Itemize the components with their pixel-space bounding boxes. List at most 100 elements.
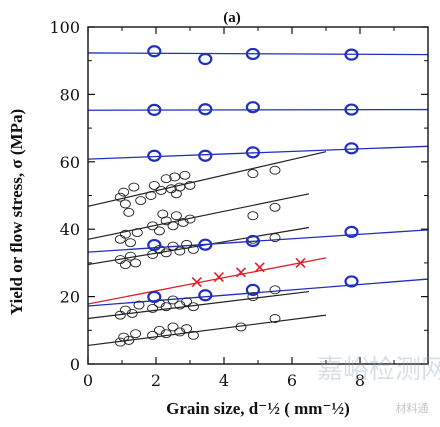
black-circle-point-13	[184, 180, 196, 190]
black-circle-point-54	[181, 297, 193, 307]
black-circle-point-47	[126, 309, 138, 318]
black-circle-point-60	[123, 335, 135, 345]
black-circle-point-56	[247, 292, 259, 302]
blue-circle-point-7	[344, 103, 359, 116]
black-circle-point-21	[131, 228, 143, 238]
black-circle-point-4	[128, 182, 140, 192]
black-circle-point-7	[155, 185, 167, 195]
blue-circle-point-6	[245, 101, 260, 114]
black-circle-point-52	[167, 295, 179, 305]
black-circle-point-65	[167, 322, 179, 332]
black-circle-point-17	[269, 165, 281, 175]
blue-circle-point-10	[245, 146, 260, 159]
plot-frame	[87, 26, 429, 365]
data-points	[114, 45, 359, 347]
black-circle-point-1	[118, 187, 130, 197]
red-cross-stroke-b	[235, 267, 247, 278]
black-circle-point-3	[123, 207, 135, 217]
panel-label: (a)	[223, 10, 241, 26]
black-circle-point-44	[269, 233, 281, 243]
x-tick-label: 8	[355, 371, 365, 390]
y-tick-label: 80	[60, 85, 80, 104]
red-cross-stroke-b	[191, 277, 202, 288]
fit-line-black-4	[87, 314, 327, 347]
y-axis-title: Yield or flow stress, σ (MPa)	[7, 109, 26, 315]
black-circle-point-16	[247, 169, 259, 179]
black-circle-point-5	[135, 196, 147, 206]
black-circle-point-46	[119, 305, 131, 315]
blue-circle-point-3	[344, 48, 359, 61]
y-tick-label: 40	[60, 220, 80, 239]
red-cross-point-1	[213, 271, 224, 283]
black-circle-point-57	[269, 285, 281, 295]
y-tick-label: 60	[60, 153, 80, 172]
blue-circle-point-0	[147, 45, 162, 58]
red-cross-point-3	[254, 262, 265, 273]
blue-circle-point-1	[198, 52, 213, 66]
black-circle-point-53	[174, 300, 186, 310]
blue-circle-point-19	[344, 275, 359, 288]
blue-circle-point-12	[147, 238, 162, 252]
red-cross-point-0	[191, 277, 202, 288]
black-circle-point-27	[177, 218, 189, 227]
watermark-sub: 材料通	[396, 401, 429, 415]
red-cross-point-4	[295, 257, 306, 268]
black-circle-point-40	[174, 246, 186, 256]
black-circle-point-15	[170, 189, 182, 199]
black-circle-point-14	[145, 191, 157, 200]
fit-line-red-5	[87, 257, 327, 305]
black-circle-point-0	[114, 192, 126, 202]
fit-line-black-1	[87, 193, 310, 240]
black-circle-point-38	[160, 248, 172, 258]
axes	[87, 26, 429, 365]
black-circle-point-34	[125, 251, 136, 261]
x-tick-label: 2	[151, 371, 161, 390]
blue-circle-point-14	[245, 234, 260, 248]
black-circle-point-67	[181, 324, 193, 334]
blue-circle-point-18	[245, 283, 260, 296]
black-circle-point-39	[167, 241, 179, 251]
x-tick-label: 4	[219, 371, 229, 390]
blue-circle-point-15	[344, 225, 359, 238]
blue-circle-point-11	[344, 142, 359, 155]
black-circle-point-63	[153, 325, 165, 335]
y-tick-label: 20	[60, 288, 80, 307]
blue-circle-point-16	[147, 290, 162, 304]
x-tick-label: 0	[83, 371, 93, 390]
black-circle-point-48	[133, 300, 145, 310]
black-circle-point-31	[269, 202, 281, 212]
black-circle-point-28	[184, 214, 196, 224]
y-tick-label: 0	[70, 355, 80, 374]
black-circle-point-12	[179, 170, 191, 180]
blue-circle-point-17	[198, 289, 213, 302]
black-circle-point-68	[187, 330, 199, 340]
black-circle-point-41	[181, 239, 193, 249]
red-cross-point-2	[235, 267, 247, 278]
blue-circle-point-2	[245, 47, 260, 61]
black-circle-point-6	[148, 180, 160, 190]
x-tick-label: 6	[287, 371, 297, 390]
x-axis-title: Grain size, d⁻½ ( mm⁻½)	[166, 399, 350, 418]
black-circle-point-30	[247, 211, 259, 221]
black-circle-point-55	[187, 302, 199, 312]
red-cross-stroke-b	[213, 271, 224, 283]
red-cross-stroke-b	[295, 257, 306, 268]
black-circle-point-29	[157, 209, 169, 219]
black-circle-point-18	[114, 234, 126, 244]
watermark-text: 嘉峪检测网	[317, 355, 440, 385]
black-circle-point-23	[153, 226, 165, 236]
black-circle-point-20	[125, 238, 136, 248]
black-circle-point-69	[235, 322, 247, 332]
watermark: 嘉峪检测网 材料通	[317, 355, 440, 415]
black-circle-point-22	[147, 221, 159, 231]
black-circle-point-62	[147, 330, 159, 340]
blue-circle-point-4	[147, 103, 162, 117]
black-circle-point-8	[160, 174, 172, 184]
black-circle-point-70	[269, 314, 281, 323]
black-circle-point-51	[160, 302, 172, 312]
black-circle-point-2	[119, 199, 131, 209]
black-circle-point-58	[114, 337, 126, 347]
black-circle-point-66	[174, 327, 186, 337]
